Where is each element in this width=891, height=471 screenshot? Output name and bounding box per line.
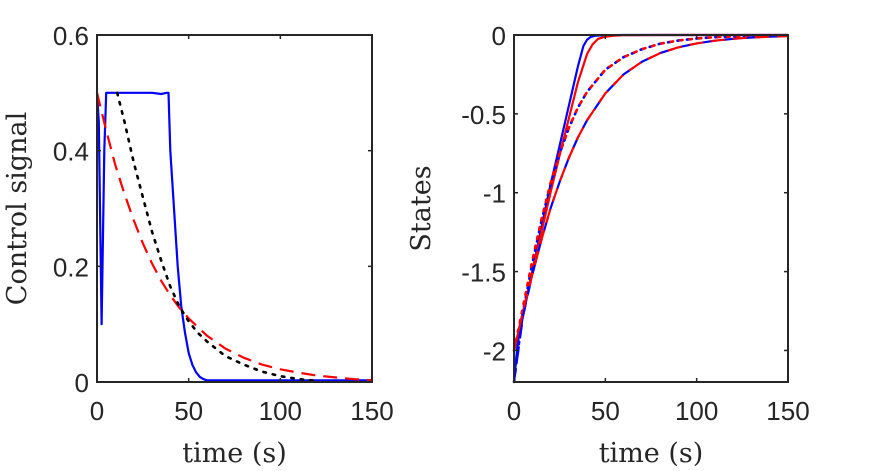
series-line-state3-blue-dashed bbox=[512, 35, 789, 383]
series-line-control-blue-solid bbox=[95, 91, 372, 382]
y-tick-label: 0 bbox=[75, 368, 89, 398]
x-tick-label: 50 bbox=[174, 396, 203, 426]
x-tick-label: 100 bbox=[675, 396, 718, 426]
y-tick-label: 0.6 bbox=[53, 21, 89, 51]
x-tick-label: 150 bbox=[766, 396, 809, 426]
series-group bbox=[95, 91, 373, 383]
series-line-state2-blue-dotted bbox=[512, 34, 790, 384]
y-axis-label: States bbox=[406, 165, 437, 251]
axes-box bbox=[513, 34, 789, 383]
y-tick-label: 0.2 bbox=[53, 252, 89, 282]
x-tick-label: 50 bbox=[591, 396, 620, 426]
x-tick-label: 0 bbox=[507, 396, 521, 426]
series-line-control-black-dotted bbox=[115, 91, 319, 383]
y-axis-label: Control signal bbox=[2, 112, 33, 305]
control-signal-panel: 0 50 100 150 0 0.2 0.4 0.6 time (s) Control signa… bbox=[2, 21, 394, 469]
x-axis-label: time (s) bbox=[182, 438, 287, 469]
y-tick-label: 0 bbox=[492, 21, 506, 51]
x-tick-label: 150 bbox=[350, 396, 393, 426]
y-tick-label: -1.5 bbox=[461, 258, 506, 288]
x-axis-label: time (s) bbox=[599, 438, 704, 469]
series-line-state2-red-dotted bbox=[512, 34, 790, 352]
series-line-state3-red-dashed bbox=[512, 35, 789, 351]
y-tick-label: -1 bbox=[483, 179, 506, 209]
x-tick-label: 0 bbox=[90, 396, 104, 426]
x-tick-label: 100 bbox=[259, 396, 302, 426]
series-group bbox=[512, 33, 790, 384]
series-line-state1-blue-solid bbox=[512, 33, 788, 383]
y-tick-label: -0.5 bbox=[461, 100, 506, 130]
y-tick-label: 0.4 bbox=[53, 137, 89, 167]
states-panel: 0 50 100 150 -2 -1.5 -1 -0.5 0 time (s) States bbox=[406, 21, 810, 469]
y-tick-label: -2 bbox=[483, 336, 506, 366]
axes-box bbox=[96, 34, 373, 383]
series-line-control-red-dashed bbox=[95, 92, 373, 382]
